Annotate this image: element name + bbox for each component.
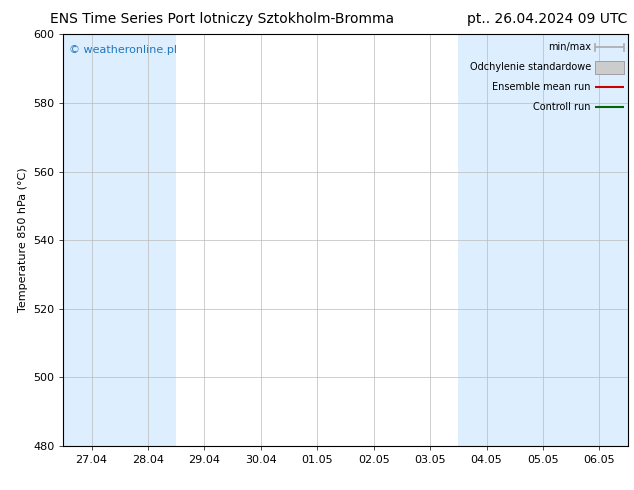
Text: ENS Time Series Port lotniczy Sztokholm-Bromma: ENS Time Series Port lotniczy Sztokholm-…: [50, 12, 394, 26]
Y-axis label: Temperature 850 hPa (°C): Temperature 850 hPa (°C): [18, 168, 27, 313]
Bar: [63, 34, 120, 446]
Text: min/max: min/max: [548, 43, 591, 52]
Text: Ensemble mean run: Ensemble mean run: [493, 82, 591, 92]
Text: © weatheronline.pl: © weatheronline.pl: [69, 45, 177, 54]
Bar: [458, 34, 515, 446]
Text: Controll run: Controll run: [533, 102, 591, 112]
Bar: [595, 61, 624, 74]
Bar: [515, 34, 571, 446]
Text: Odchylenie standardowe: Odchylenie standardowe: [470, 62, 591, 72]
Bar: [120, 34, 176, 446]
Text: pt.. 26.04.2024 09 UTC: pt.. 26.04.2024 09 UTC: [467, 12, 628, 26]
Bar: [571, 34, 628, 446]
